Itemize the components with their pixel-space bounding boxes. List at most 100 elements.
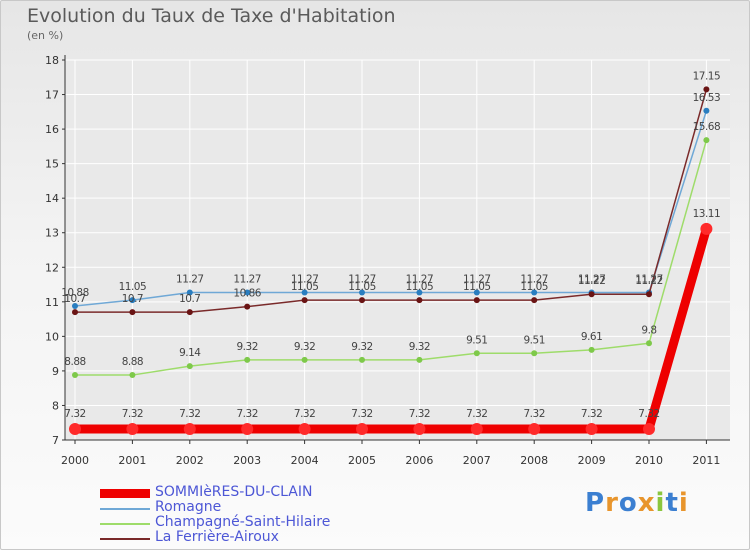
data-label-la-ferriere: 10.7 [122,293,143,305]
data-point-la-ferriere [129,309,136,316]
data-label-champagne: 9.51 [524,334,545,346]
data-label-la-ferriere: 11.05 [406,281,434,293]
data-point-la-ferriere [531,297,538,304]
x-tick-label: 2006 [405,454,433,467]
chart-subtitle: (en %) [27,29,64,42]
x-tick-label: 2001 [118,454,146,467]
series-line-la-ferriere [74,88,708,313]
data-label-champagne: 9.14 [179,347,201,359]
x-tick-label: 2004 [291,454,319,467]
y-tick-label: 11 [45,296,59,309]
data-label-la-ferriere: 11.05 [463,281,491,293]
y-tick-label: 8 [52,399,59,412]
x-tick-label: 2000 [61,454,89,467]
label-layer: 7.32 7.32 7.32 7.32 7.32 7.32 7.32 7.32 7.32 7.32… [61,70,720,420]
y-tick-label: 15 [45,158,59,171]
data-label-sommieres: 7.32 [409,408,430,420]
series-line-champagne [74,139,708,376]
data-point-champagne [531,350,538,357]
data-label-champagne: 9.32 [351,341,372,353]
data-label-romagne: 11.27 [520,273,548,285]
data-label-sommieres: 7.32 [351,408,372,420]
data-point-champagne [72,372,78,379]
data-point-la-ferriere [359,297,365,304]
data-label-sommieres: 7.32 [581,408,602,420]
data-point-champagne [129,372,136,379]
data-point-romagne [416,289,423,296]
proxiti-logo-letter: x [637,488,656,518]
data-point-la-ferriere [72,309,78,316]
data-label-sommieres: 7.32 [638,408,659,420]
y-tick-label: 10 [45,330,59,343]
proxiti-logo-letter: P [585,488,606,518]
plot-area [65,60,730,440]
data-label-la-ferriere: 10.7 [179,293,200,305]
chart-title: Evolution du Taux de Taxe d'Habitation [27,5,396,27]
data-label-romagne: 11.27 [233,273,261,285]
legend-swatch-champagne [100,523,150,525]
data-point-sommieres [298,422,311,435]
proxiti-logo-letter: o [618,488,638,518]
proxiti-logo-letter: t [665,488,679,518]
data-point-sommieres [413,422,426,435]
legend-swatch-romagne [100,508,150,510]
data-point-la-ferriere [588,291,595,298]
data-label-la-ferriere: 17.15 [693,70,721,82]
data-label-sommieres: 7.32 [237,408,258,420]
data-point-romagne [244,289,251,296]
data-label-champagne: 8.88 [64,356,85,368]
data-point-sommieres [585,422,598,435]
data-point-champagne [703,137,710,144]
data-label-la-ferriere: 11.05 [348,281,376,293]
x-tick-label: 2009 [578,454,606,467]
data-label-romagne: 11.27 [578,273,606,285]
data-point-sommieres [183,422,196,435]
grid-layer [65,59,730,441]
data-label-la-ferriere: 10.7 [64,293,85,305]
proxiti-logo: Proxiti [585,488,689,518]
data-point-romagne [301,289,308,296]
data-point-champagne [186,363,193,370]
data-label-romagne: 11.05 [119,281,147,293]
data-label-romagne: 11.27 [291,273,319,285]
data-point-la-ferriere [416,297,423,304]
data-point-romagne [186,289,193,296]
data-point-champagne [359,356,365,363]
data-label-sommieres: 13.11 [693,208,721,220]
data-label-sommieres: 7.32 [64,408,85,420]
data-point-champagne [473,350,480,357]
data-point-romagne [72,302,78,309]
series-layer [69,86,713,435]
legend-swatch-sommieres [100,489,150,498]
data-point-romagne [703,107,710,114]
x-tick-label: 2010 [635,454,663,467]
data-label-romagne: 11.27 [463,273,491,285]
data-label-la-ferriere: 11.22 [635,275,663,287]
data-label-sommieres: 7.32 [524,408,545,420]
proxiti-logo-letter: i [678,488,689,518]
data-point-champagne [646,340,652,347]
data-point-sommieres [241,422,254,435]
x-tick-label: 2008 [520,454,548,467]
data-label-sommieres: 7.32 [179,408,200,420]
series-line-romagne [74,110,708,307]
legend-label-sommieres: SOMMIèRES-DU-CLAIN [155,484,313,500]
data-label-romagne: 16.53 [693,92,721,104]
data-label-champagne: 9.8 [641,324,656,336]
y-tick-label: 7 [52,434,59,447]
proxiti-logo-letter: r [605,488,619,518]
y-tick-label: 17 [45,89,59,102]
proxiti-logo-letter: i [655,488,666,518]
data-label-romagne: 11.27 [635,273,663,285]
data-point-champagne [588,346,595,353]
data-label-romagne: 11.27 [176,273,204,285]
data-label-sommieres: 7.32 [466,408,487,420]
x-tick-label: 2007 [463,454,491,467]
data-label-champagne: 9.61 [581,331,602,343]
legend-swatch-la-ferriere [100,538,150,540]
data-point-la-ferriere [703,86,710,93]
data-label-romagne: 11.27 [406,273,434,285]
data-label-romagne: 10.88 [61,287,89,299]
y-tick-label: 9 [52,365,59,378]
